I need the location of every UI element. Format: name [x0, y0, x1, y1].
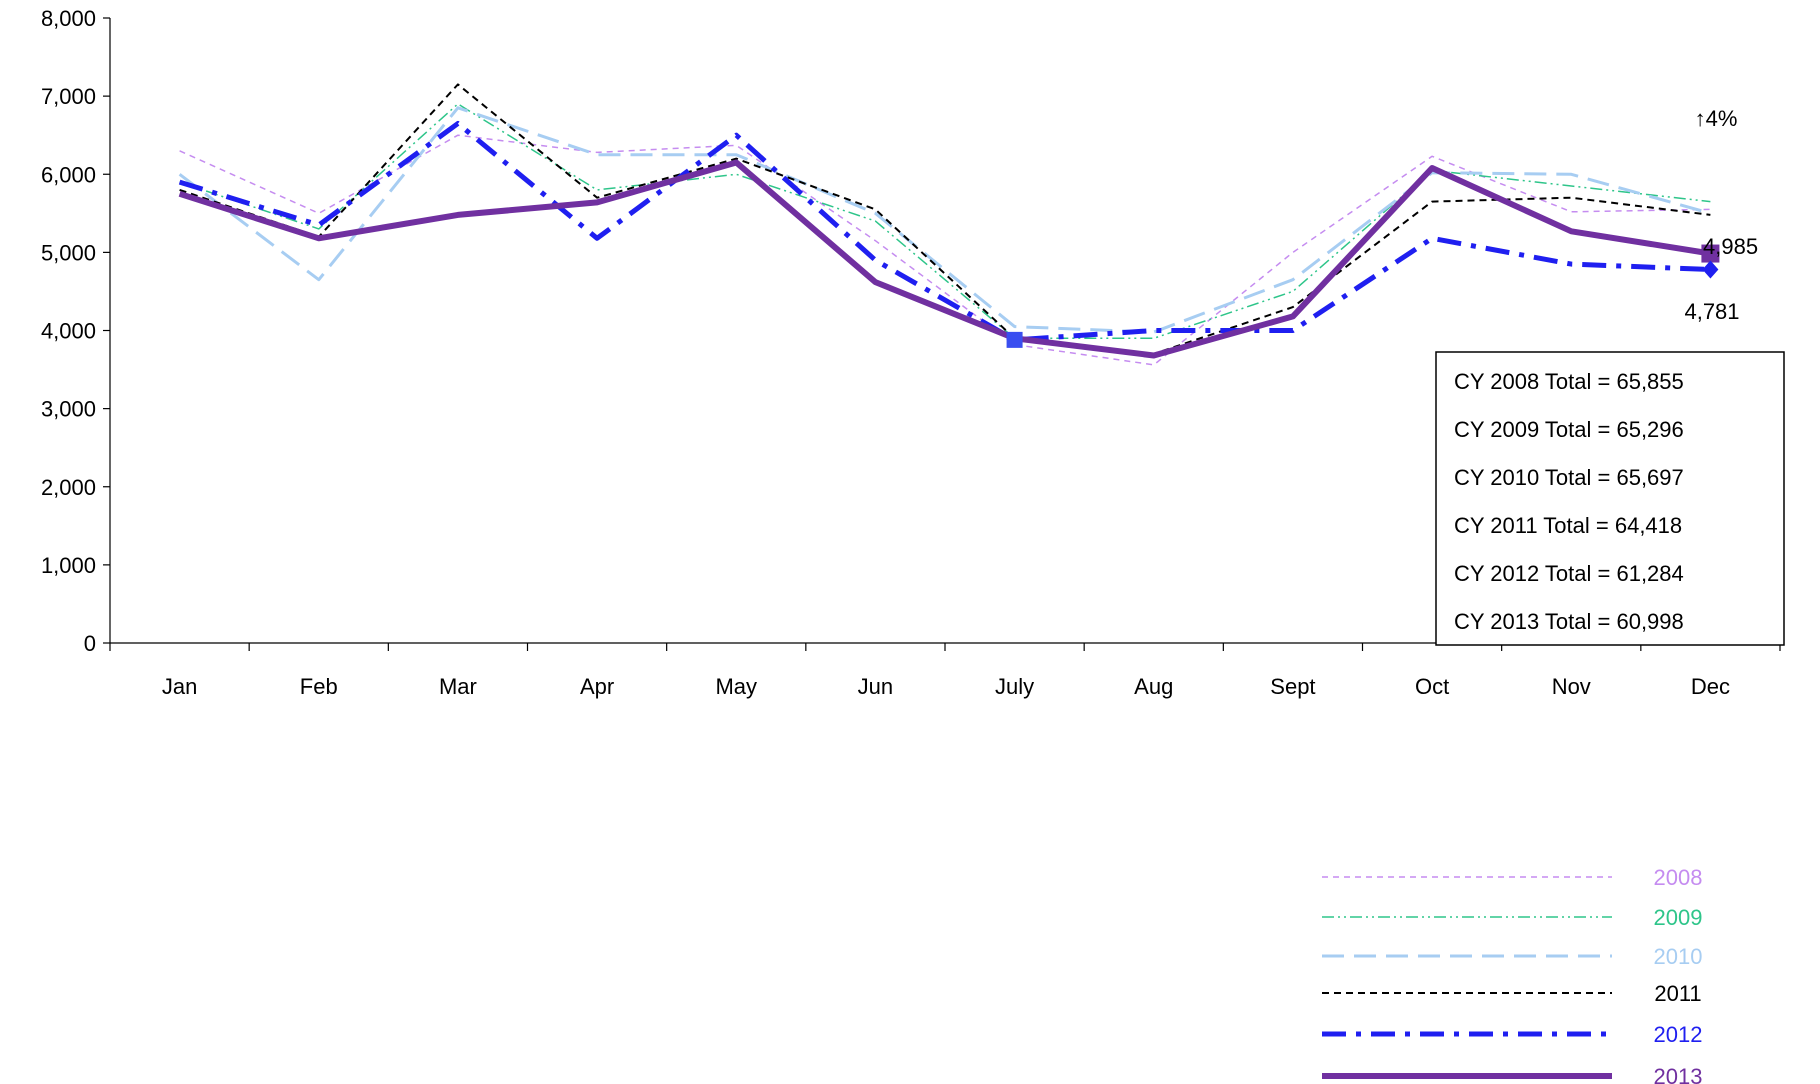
y-tick-label: 5,000 — [41, 240, 96, 265]
legend-label-2008: 2008 — [1654, 865, 1703, 890]
x-tick-label: Sept — [1270, 674, 1315, 699]
legend: 2008 2009 2010 2011 2012 2013 — [1322, 865, 1702, 1084]
y-tick-label: 0 — [84, 631, 96, 656]
x-tick-label: May — [715, 674, 757, 699]
series-layer — [178, 83, 1720, 366]
x-tick-label: July — [995, 674, 1034, 699]
total-2010: CY 2010 Total = 65,697 — [1454, 465, 1684, 490]
total-2013: CY 2013 Total = 60,998 — [1454, 609, 1684, 634]
y-tick-label: 7,000 — [41, 84, 96, 109]
series-2009-line — [179, 103, 1711, 340]
legend-label-2010: 2010 — [1654, 944, 1703, 969]
total-2012: CY 2012 Total = 61,284 — [1454, 561, 1684, 586]
dec-2013-value-label: 4,985 — [1703, 234, 1758, 259]
y-tick-label: 2,000 — [41, 475, 96, 500]
y-tick-label: 6,000 — [41, 162, 96, 187]
totals-box-border — [1435, 351, 1785, 646]
x-tick-label: Oct — [1415, 674, 1449, 699]
axes: 0 1,000 2,000 3,000 4,000 5,000 6,000 7,000 8,00… — [41, 6, 1781, 699]
legend-label-2012: 2012 — [1654, 1022, 1703, 1047]
y-tick-label: 4,000 — [41, 319, 96, 344]
x-tick-label: Dec — [1691, 674, 1730, 699]
y-tick-label: 3,000 — [41, 397, 96, 422]
series-2012-line — [178, 121, 1711, 343]
legend-label-2011: 2011 — [1654, 981, 1701, 1006]
x-tick-label: Feb — [300, 674, 338, 699]
y-tick-label: 8,000 — [41, 6, 96, 31]
x-tick-label: Jan — [162, 674, 197, 699]
legend-label-2013: 2013 — [1654, 1064, 1703, 1084]
series-2011-line — [179, 83, 1711, 355]
total-2009: CY 2009 Total = 65,296 — [1454, 417, 1684, 442]
series-2013-line — [178, 159, 1711, 359]
series-2008-line — [179, 134, 1711, 366]
total-2008: CY 2008 Total = 65,855 — [1454, 369, 1684, 394]
x-tick-label: Jun — [858, 674, 893, 699]
x-tick-label: Nov — [1552, 674, 1591, 699]
annotations: ↑4% 4,985 4,781 — [1684, 106, 1758, 324]
x-tick-label: Apr — [580, 674, 614, 699]
percent-change-label: ↑4% — [1695, 106, 1738, 131]
july-2012-marker — [1006, 331, 1023, 348]
x-tick-label: Mar — [439, 674, 477, 699]
dec-2012-marker — [1702, 260, 1719, 279]
y-tick-label: 1,000 — [41, 553, 96, 578]
series-2010-line — [178, 106, 1711, 334]
dec-2013-marker — [1701, 244, 1720, 263]
total-2011: CY 2011 Total = 64,418 — [1454, 513, 1682, 538]
x-tick-label: Aug — [1134, 674, 1173, 699]
dec-2012-value-label: 4,781 — [1684, 299, 1739, 324]
legend-label-2009: 2009 — [1654, 905, 1703, 930]
totals-box: CY 2008 Total = 65,855 CY 2009 Total = 6… — [1435, 351, 1785, 646]
